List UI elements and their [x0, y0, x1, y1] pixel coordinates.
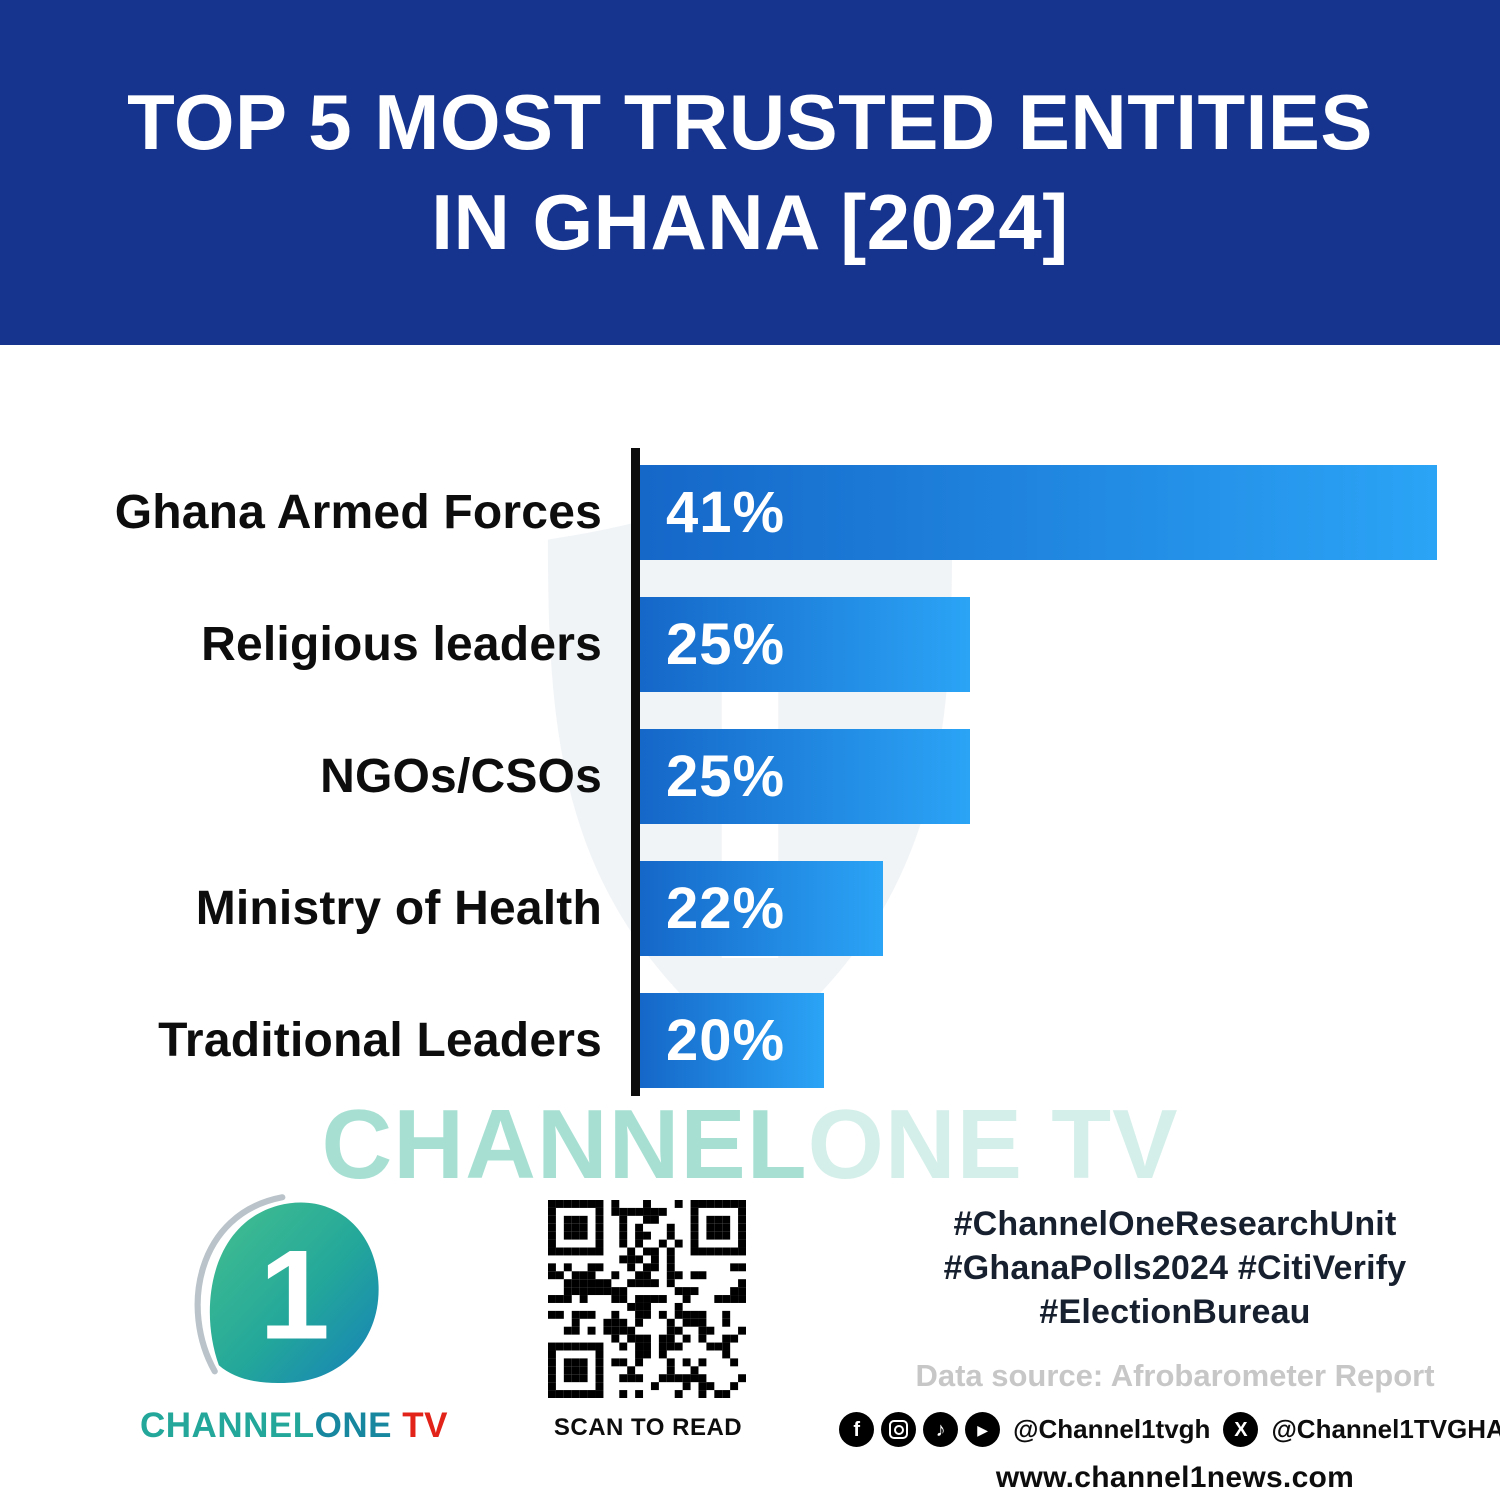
bar-value-label: 25%: [666, 612, 786, 677]
qr-block: SCAN TO READ: [548, 1200, 748, 1442]
data-source-text: Data source: Afrobarometer Report: [915, 1358, 1435, 1393]
tiktok-icon: ♪: [923, 1412, 959, 1447]
facebook-icon: f: [839, 1412, 875, 1447]
channel-one-watermark: CHANNELONE TV: [0, 1088, 1500, 1201]
channel-one-wordmark: CHANNELONE TV: [140, 1406, 447, 1446]
page-title-line2: IN GHANA [2024]: [431, 177, 1069, 266]
bar: 20%: [640, 993, 824, 1088]
bar-row-3: Ministry of Health 22%: [0, 861, 1500, 956]
bar-value-label: 25%: [666, 744, 786, 809]
instagram-icon: [881, 1412, 917, 1447]
footer-text-block: #ChannelOneResearchUnit #GhanaPolls2024 …: [839, 1202, 1500, 1495]
wordmark-tv: TV: [391, 1406, 448, 1445]
bar-row-1: Religious leaders 25%: [0, 597, 1500, 692]
hashtag-line: #ChannelOneResearchUnit: [953, 1205, 1397, 1243]
youtube-icon: ▶: [965, 1412, 1001, 1447]
social-handle-1: @Channel1tvgh: [1013, 1414, 1211, 1444]
bar: 41%: [640, 465, 1437, 560]
bar: 25%: [640, 729, 970, 824]
bar-value-label: 20%: [666, 1008, 786, 1073]
chart-axis-line: [631, 448, 640, 1096]
header-banner: TOP 5 MOST TRUSTED ENTITIES IN GHANA [20…: [0, 0, 1500, 345]
x-icon: X: [1223, 1412, 1259, 1447]
social-row: f ♪ ▶ @Channel1tvgh X @Channel1TVGHA: [839, 1412, 1500, 1447]
bar-row-0: Ghana Armed Forces 41%: [0, 465, 1500, 560]
bar-value-label: 41%: [666, 480, 786, 545]
wordmark-one: ONE: [314, 1406, 392, 1445]
bar-label: Ghana Armed Forces: [114, 486, 602, 539]
bar: 25%: [640, 597, 970, 692]
bar-label: Ministry of Health: [195, 882, 602, 935]
qr-code: [548, 1200, 746, 1398]
watermark-text-channel: CHANNEL: [321, 1089, 808, 1199]
bar-row-4: Traditional Leaders 20%: [0, 993, 1500, 1088]
hashtag-line: #ElectionBureau: [1039, 1293, 1311, 1331]
page-title-line1: TOP 5 MOST TRUSTED ENTITIES: [127, 77, 1373, 166]
channel-one-logo-icon: 1: [183, 1185, 398, 1400]
hashtag-line: #GhanaPolls2024 #CitiVerify: [943, 1249, 1407, 1287]
bar-label: Religious leaders: [201, 618, 602, 671]
channel-one-logo-block: 1 CHANNELONE TV: [140, 1185, 447, 1446]
watermark-text-onetv: ONE TV: [807, 1089, 1179, 1199]
svg-text:1: 1: [259, 1224, 330, 1366]
bar-chart: Ghana Armed Forces 41% Religious leaders…: [0, 448, 1500, 1125]
social-handle-2: @Channel1TVGHA: [1271, 1414, 1500, 1444]
wordmark-channel: CHANNEL: [140, 1406, 315, 1445]
bar-row-2: NGOs/CSOs 25%: [0, 729, 1500, 824]
bar-label: NGOs/CSOs: [320, 750, 602, 803]
qr-caption: SCAN TO READ: [553, 1414, 743, 1441]
bar-value-label: 22%: [666, 876, 786, 941]
website-url: www.channel1news.com: [995, 1461, 1355, 1494]
bar: 22%: [640, 861, 883, 956]
bar-label: Traditional Leaders: [158, 1014, 602, 1067]
